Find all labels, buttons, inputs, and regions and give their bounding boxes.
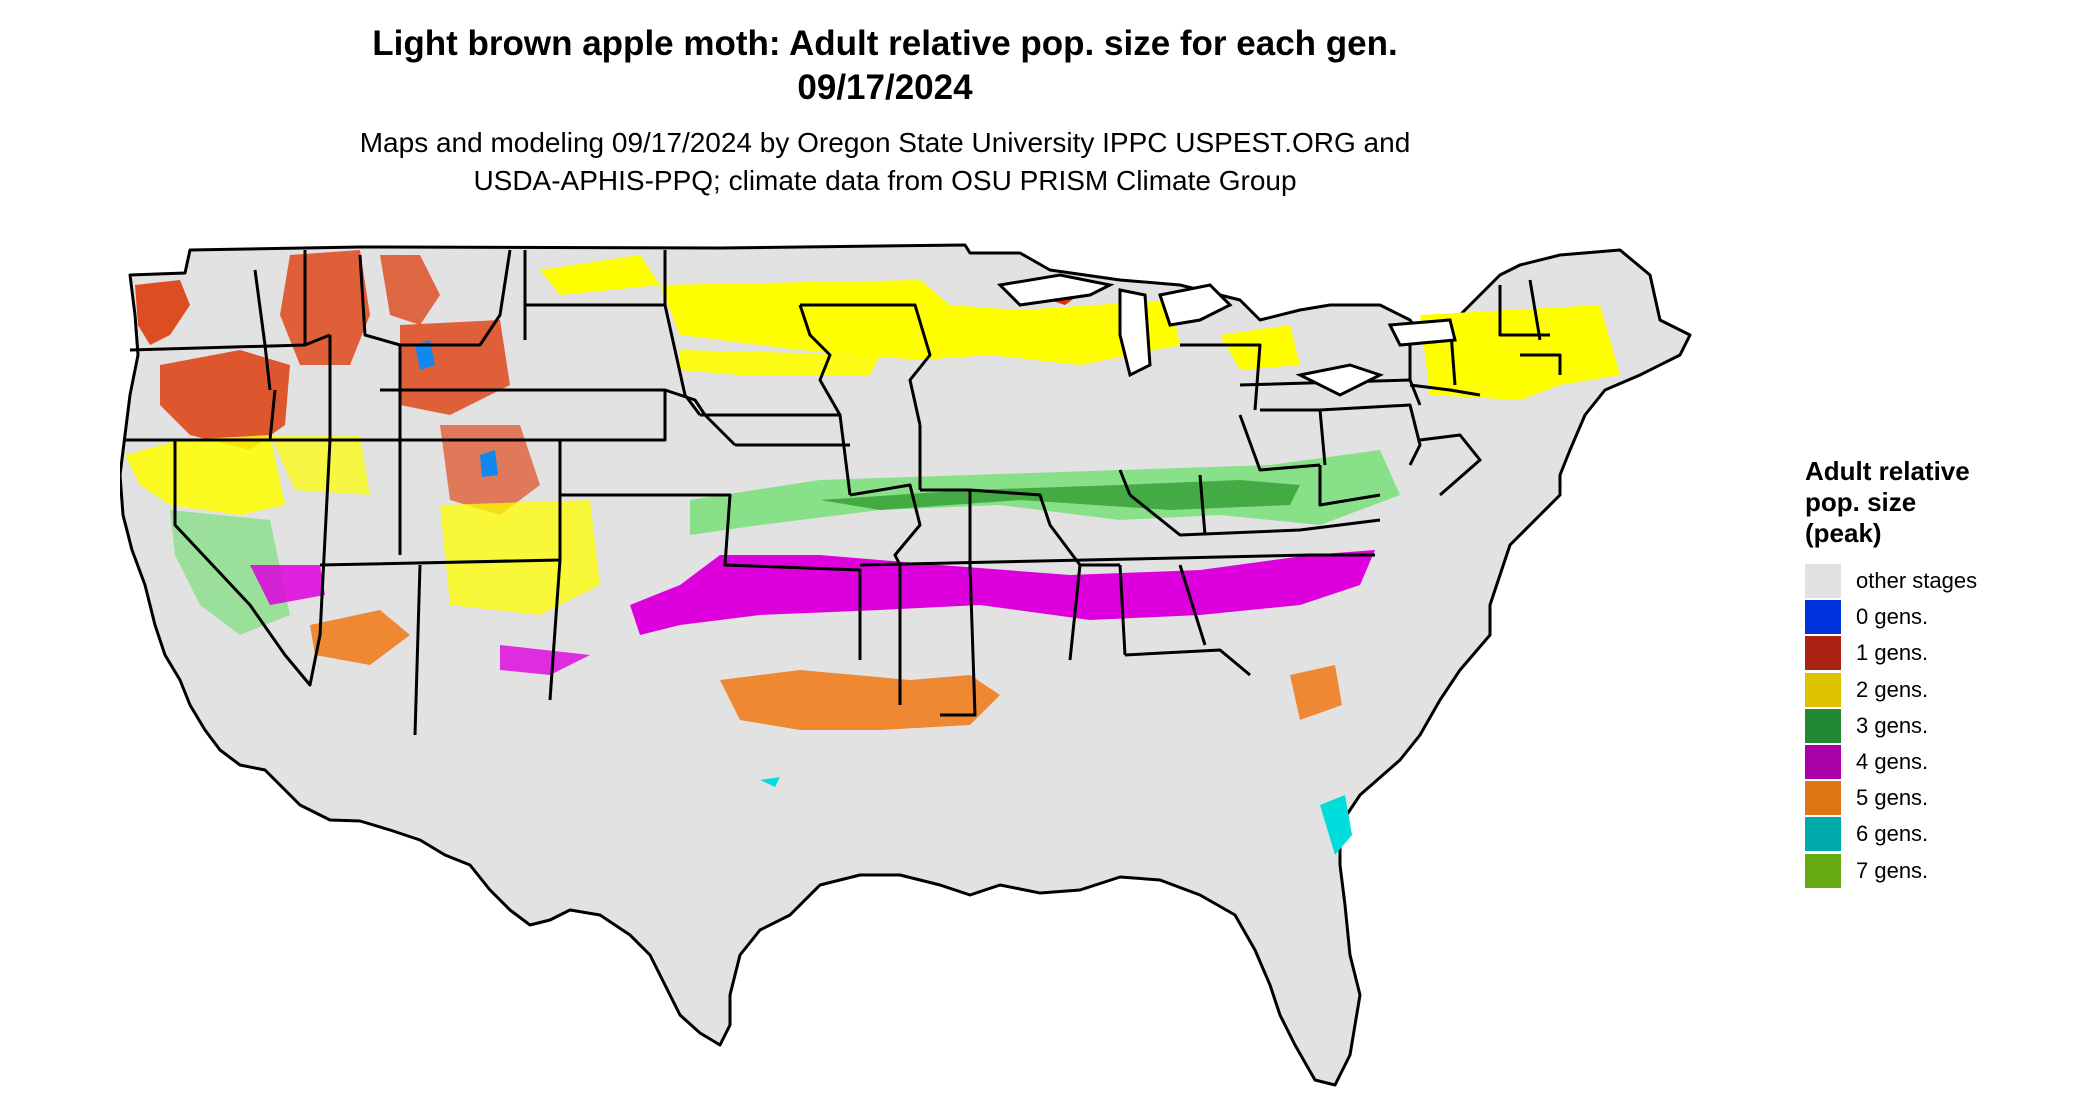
map-subtitle: Maps and modeling 09/17/2024 by Oregon S… — [0, 124, 1770, 200]
gen5-region-arizona — [310, 610, 410, 665]
map-date: 09/17/2024 — [797, 68, 973, 107]
gen2-region-california-north — [125, 435, 285, 515]
gen5-region-florida — [1290, 665, 1342, 720]
gen0-region-colorado — [480, 450, 498, 477]
gen0-region-wyoming — [415, 340, 435, 370]
gen2-region-northeast — [1420, 305, 1620, 400]
legend-title: Adult relative pop. size (peak) — [1805, 456, 2065, 549]
gen3-region-california — [170, 510, 290, 635]
legend-label: 5 gens. — [1856, 785, 1929, 811]
legend-label: 3 gens. — [1856, 712, 1929, 738]
gen1-region-northwest — [135, 280, 190, 345]
legend-swatch — [1805, 600, 1841, 635]
gen1-region-idaho — [280, 250, 370, 365]
legend-title-line-3: (peak) — [1805, 518, 1882, 548]
legend-swatch — [1805, 745, 1841, 780]
subtitle-line-1: Maps and modeling 09/17/2024 by Oregon S… — [359, 127, 1411, 158]
legend-swatch — [1805, 564, 1841, 599]
gen4-region-texas-west — [500, 645, 590, 675]
gen3-region-central-dark — [820, 480, 1300, 510]
legend-item: 0 gens. — [1805, 599, 2065, 635]
gen1-region-oregon — [160, 350, 290, 450]
gen5-region-gulf — [720, 670, 1000, 730]
gen4-region-south — [630, 550, 1375, 635]
legend-label: 2 gens. — [1856, 676, 1929, 702]
us-map — [120, 243, 1692, 1087]
legend-item: 5 gens. — [1805, 780, 2065, 816]
legend-item: 1 gens. — [1805, 635, 2065, 671]
legend-swatch — [1805, 781, 1841, 816]
legend-item: 4 gens. — [1805, 744, 2065, 780]
legend-swatch — [1805, 708, 1841, 743]
gen2-region-nevada — [270, 435, 370, 495]
legend-label: 0 gens. — [1856, 604, 1929, 630]
legend-item: 3 gens. — [1805, 708, 2065, 744]
legend-swatch — [1805, 636, 1841, 671]
legend-label: other stages — [1856, 568, 1978, 594]
gen6-region-texas — [760, 777, 780, 787]
gen4-region-california — [250, 565, 325, 605]
legend-item: 7 gens. — [1805, 853, 2065, 889]
legend-label: 7 gens. — [1856, 857, 1929, 883]
legend-swatch — [1805, 853, 1841, 888]
legend-title-line-2: pop. size — [1805, 487, 1917, 517]
subtitle-line-2: USDA-APHIS-PPQ; climate data from OSU PR… — [473, 165, 1297, 196]
legend-item: other stages — [1805, 563, 2065, 599]
legend-label: 6 gens. — [1856, 821, 1929, 847]
great-lakes — [996, 273, 1457, 397]
legend-title-line-1: Adult relative — [1805, 456, 1970, 486]
legend-item: 2 gens. — [1805, 672, 2065, 708]
gen6-region-florida — [1320, 795, 1352, 855]
legend-item: 6 gens. — [1805, 816, 2065, 852]
map-title: Light brown apple moth: Adult relative p… — [372, 24, 1398, 63]
legend-swatch — [1805, 672, 1841, 707]
legend: Adult relative pop. size (peak) other st… — [1805, 456, 2065, 889]
gen1-region-montana — [380, 255, 440, 325]
legend-label: 4 gens. — [1856, 749, 1929, 775]
state-borders — [125, 249, 1562, 736]
gen2-region-montana — [540, 255, 660, 295]
legend-items: other stages 0 gens. 1 gens. 2 gens. 3 gens.… — [1805, 563, 2065, 889]
legend-label: 1 gens. — [1856, 640, 1929, 666]
legend-swatch — [1805, 817, 1841, 852]
header: Light brown apple moth: Adult relative p… — [0, 22, 1770, 200]
